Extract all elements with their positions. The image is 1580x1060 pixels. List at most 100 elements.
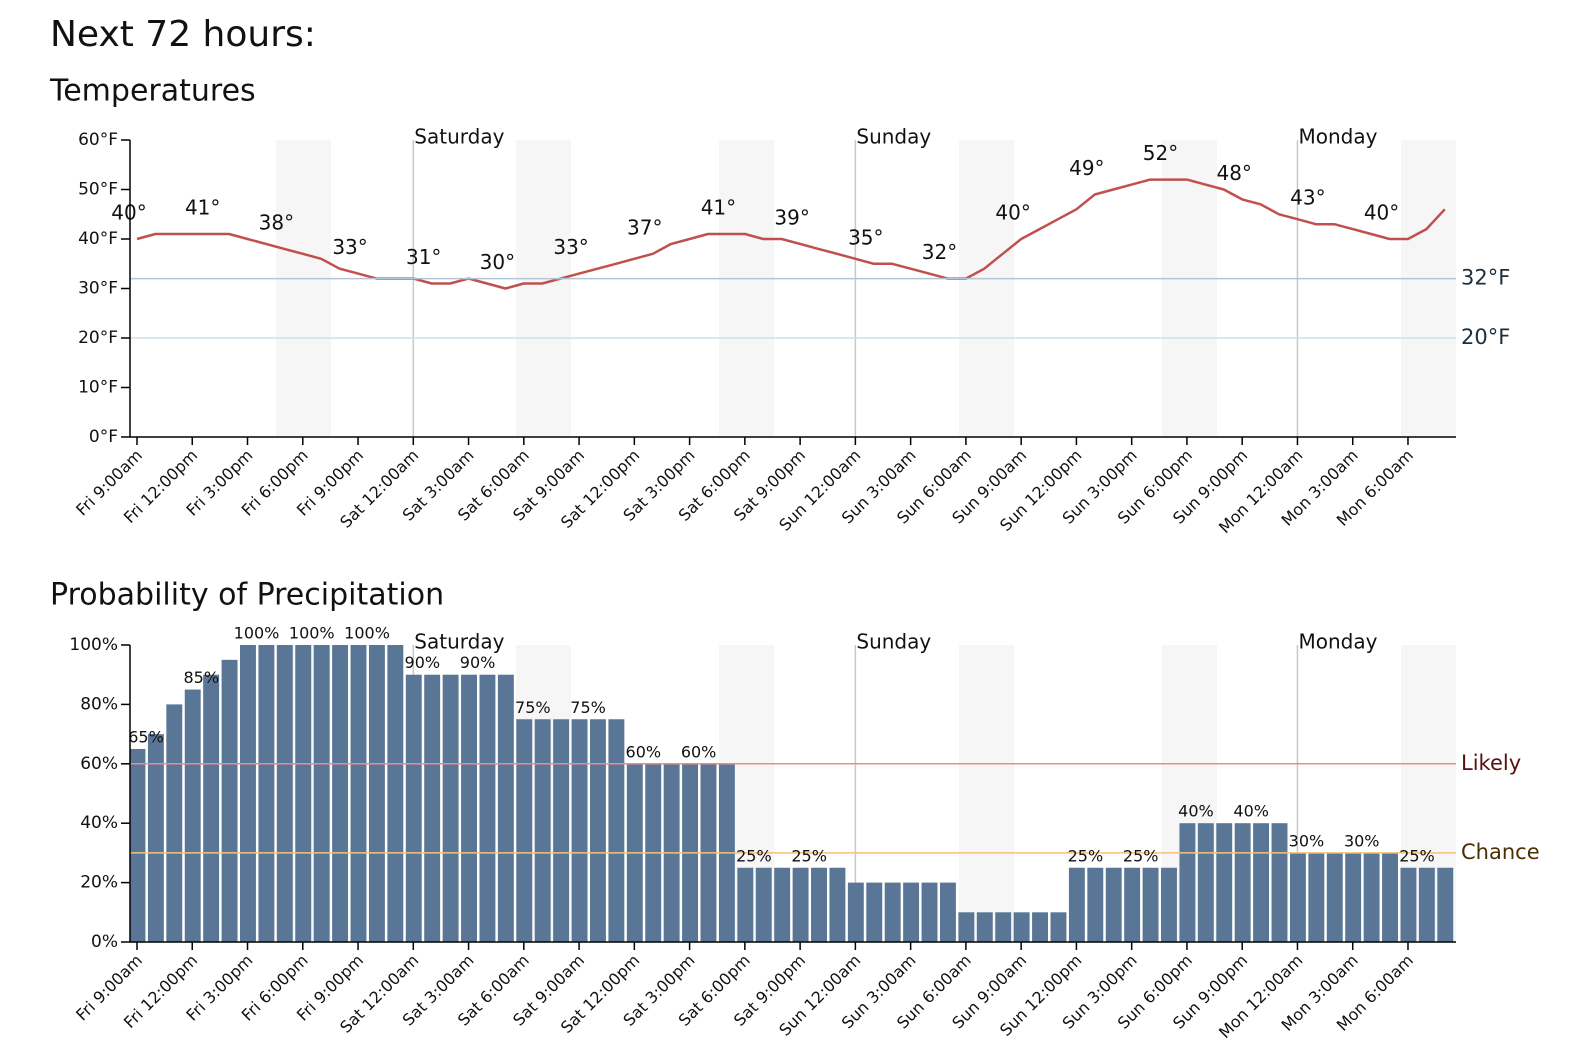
bar — [1400, 867, 1417, 942]
bar — [1124, 867, 1141, 942]
value-label: 35° — [848, 225, 883, 249]
chart-title: Temperatures — [49, 74, 256, 109]
y-tick-label: 30°F — [78, 279, 118, 299]
value-label: 37° — [627, 215, 662, 239]
value-label: 65% — [128, 727, 164, 746]
bar — [442, 674, 459, 942]
value-label: 100% — [344, 624, 390, 643]
bar — [258, 645, 275, 942]
bar — [737, 867, 754, 942]
bar — [1013, 912, 1030, 942]
value-label: 41° — [701, 196, 736, 220]
y-tick-label: 60% — [80, 754, 118, 774]
y-tick-label: 50°F — [78, 180, 118, 200]
day-label: Sunday — [856, 630, 931, 654]
value-label: 75% — [570, 698, 606, 717]
value-label: 40° — [1364, 201, 1399, 225]
bar — [571, 719, 588, 942]
bar — [332, 645, 349, 942]
value-label: 52° — [1143, 141, 1178, 165]
bar — [221, 659, 238, 942]
value-label: 40° — [111, 201, 146, 225]
value-label: 48° — [1216, 161, 1251, 185]
bar — [755, 867, 772, 942]
value-label: 30% — [1344, 831, 1380, 850]
y-tick-label: 20°F — [78, 328, 118, 348]
bar — [461, 674, 477, 942]
value-label: 25% — [1399, 846, 1435, 865]
bar — [1068, 867, 1085, 942]
bar — [1142, 867, 1159, 942]
bar — [1161, 867, 1177, 942]
bar — [1179, 823, 1196, 942]
bar — [847, 882, 864, 942]
value-label: 33° — [553, 235, 588, 259]
bar — [939, 882, 956, 942]
night-band — [516, 140, 571, 437]
value-label: 31° — [406, 245, 441, 269]
value-label: 40% — [1178, 802, 1214, 821]
threshold-label: 32°F — [1461, 266, 1510, 290]
bar — [995, 912, 1012, 942]
bar — [1216, 823, 1233, 942]
value-label: 30° — [480, 250, 515, 274]
bar — [811, 867, 827, 942]
night-band — [276, 140, 331, 437]
bar — [534, 719, 551, 942]
day-label: Saturday — [414, 125, 504, 149]
bar — [553, 719, 570, 942]
bar — [1289, 852, 1306, 942]
value-label: 85% — [183, 668, 219, 687]
bar — [147, 734, 164, 942]
y-tick-label: 20% — [80, 873, 118, 893]
bar — [1382, 852, 1398, 942]
bar — [884, 882, 901, 942]
value-label: 25% — [791, 846, 827, 865]
temperature-line — [136, 178, 1446, 290]
value-label: 25% — [736, 846, 772, 865]
value-label: 38° — [259, 210, 294, 234]
bar — [590, 719, 606, 942]
bar — [1363, 852, 1380, 942]
bar — [774, 867, 791, 942]
threshold-label: 20°F — [1461, 325, 1510, 349]
bar — [1032, 912, 1048, 942]
threshold-label: Chance — [1461, 840, 1540, 864]
bar — [1087, 867, 1104, 942]
value-label: 30% — [1289, 831, 1325, 850]
y-tick-label: 100% — [69, 635, 118, 655]
bar — [405, 674, 422, 942]
bar — [1437, 867, 1454, 942]
bar — [479, 674, 496, 942]
bar — [350, 645, 367, 942]
bar — [1197, 823, 1214, 942]
y-tick-label: 80% — [80, 694, 118, 714]
value-label: 25% — [1123, 846, 1159, 865]
value-label: 40° — [995, 201, 1030, 225]
bar — [976, 912, 993, 942]
bar — [276, 645, 293, 942]
bar — [958, 912, 975, 942]
night-band — [959, 645, 1014, 942]
bar — [1308, 852, 1325, 942]
bar — [608, 719, 625, 942]
bar — [1326, 852, 1343, 942]
value-label: 75% — [515, 698, 551, 717]
y-tick-label: 0°F — [89, 427, 118, 447]
value-label: 32° — [922, 240, 957, 264]
value-label: 33° — [332, 235, 367, 259]
day-label: Monday — [1298, 125, 1377, 149]
bar — [184, 689, 201, 942]
y-tick-label: 0% — [91, 932, 118, 952]
bar — [921, 882, 938, 942]
bar — [1271, 823, 1288, 942]
day-label: Monday — [1298, 630, 1377, 654]
bar — [1050, 912, 1067, 942]
bar — [1253, 823, 1270, 942]
y-tick-label: 60°F — [78, 130, 118, 150]
bar — [1345, 852, 1362, 942]
bar — [313, 645, 330, 942]
value-label: 39° — [774, 205, 809, 229]
page-title: Next 72 hours: — [50, 14, 316, 55]
night-band — [959, 140, 1014, 437]
